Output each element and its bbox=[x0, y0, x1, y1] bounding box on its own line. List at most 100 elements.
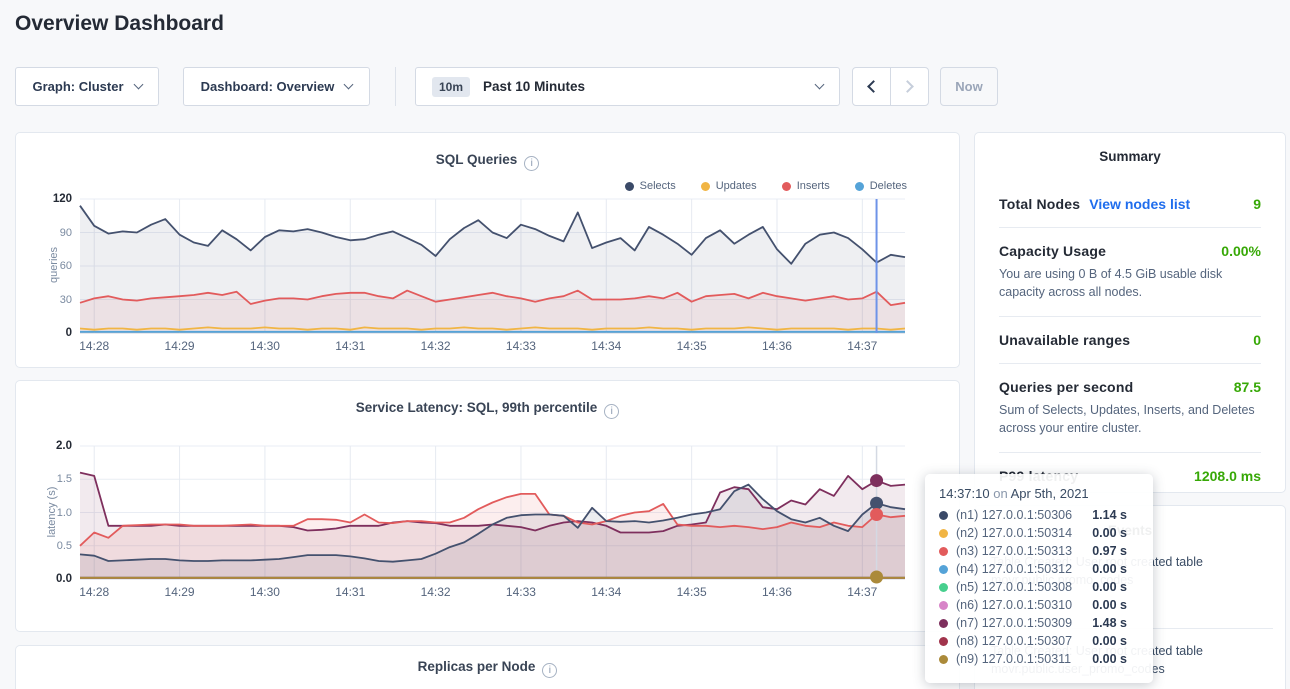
x-axis-tick: 14:30 bbox=[240, 585, 290, 599]
x-axis-tick: 14:30 bbox=[240, 339, 290, 353]
graph-dropdown[interactable]: Graph: Cluster bbox=[15, 67, 159, 106]
y-axis-tick: 60 bbox=[38, 260, 72, 272]
x-axis-tick: 14:29 bbox=[155, 339, 205, 353]
node-color-dot bbox=[939, 637, 948, 646]
y-axis-tick: 90 bbox=[38, 227, 72, 239]
chevron-down-icon bbox=[133, 80, 143, 90]
summary-card: Summary Total Nodes View nodes list 9 Capac… bbox=[974, 132, 1286, 493]
node-color-dot bbox=[939, 511, 948, 520]
tooltip-node-row: (n1) 127.0.0.1:50306 1.14 s bbox=[939, 506, 1139, 524]
summary-row-value: 9 bbox=[1253, 196, 1261, 212]
toolbar-divider bbox=[395, 67, 396, 106]
info-icon[interactable] bbox=[542, 663, 557, 678]
chevron-down-icon bbox=[815, 80, 825, 90]
legend-label: Selects bbox=[640, 180, 676, 192]
tooltip-node-name: (n5) 127.0.0.1:50308 bbox=[956, 580, 1072, 594]
x-axis-tick: 14:37 bbox=[837, 585, 887, 599]
now-button[interactable]: Now bbox=[940, 67, 998, 106]
chart-hover-tooltip: 14:37:10 on Apr 5th, 2021 (n1) 127.0.0.1… bbox=[925, 474, 1153, 683]
tooltip-node-row: (n9) 127.0.0.1:50311 0.00 s bbox=[939, 650, 1139, 668]
legend-item-deletes[interactable]: Deletes bbox=[855, 180, 907, 192]
time-range-chip: 10m bbox=[432, 77, 470, 97]
summary-row: Capacity Usage 0.00% bbox=[999, 228, 1261, 259]
y-axis-tick: 2.0 bbox=[38, 440, 72, 452]
tooltip-node-value: 0.00 s bbox=[1092, 562, 1139, 576]
time-nav-group bbox=[852, 67, 929, 106]
tooltip-node-row: (n5) 127.0.0.1:503080.00 s bbox=[939, 578, 1139, 596]
tooltip-node-name: (n1) 127.0.0.1:50306 bbox=[956, 508, 1072, 522]
page-title: Overview Dashboard bbox=[15, 12, 224, 36]
legend-item-inserts[interactable]: Inserts bbox=[782, 180, 830, 192]
tooltip-node-name: (n3) 127.0.0.1:50313 bbox=[956, 544, 1072, 558]
info-icon[interactable] bbox=[524, 156, 539, 171]
x-axis-tick: 14:31 bbox=[325, 339, 375, 353]
summary-row: Total Nodes View nodes list 9 bbox=[999, 181, 1261, 212]
view-nodes-list-link[interactable]: View nodes list bbox=[1089, 196, 1190, 212]
tooltip-node-row: (n3) 127.0.0.1:50313 0.97 s bbox=[939, 542, 1139, 560]
summary-row: Unavailable ranges0 bbox=[999, 317, 1261, 348]
tooltip-node-value: 0.00 s bbox=[1092, 634, 1139, 648]
tooltip-node-value: 1.48 s bbox=[1092, 616, 1139, 630]
overview-dashboard-page: Overview Dashboard Graph: Cluster Dashbo… bbox=[0, 0, 1290, 689]
legend-item-selects[interactable]: Selects bbox=[625, 180, 676, 192]
legend-label: Updates bbox=[716, 180, 757, 192]
chevron-right-icon bbox=[901, 80, 914, 93]
graph-dropdown-label: Graph: Cluster bbox=[32, 79, 123, 94]
x-axis-tick: 14:34 bbox=[581, 585, 631, 599]
y-axis-tick: 0.0 bbox=[38, 573, 72, 585]
tooltip-node-name: (n8) 127.0.0.1:50307 bbox=[956, 634, 1072, 648]
x-axis-tick: 14:33 bbox=[496, 339, 546, 353]
x-axis-tick: 14:29 bbox=[155, 585, 205, 599]
info-icon[interactable] bbox=[604, 404, 619, 419]
summary-row-description: Sum of Selects, Updates, Inserts, and De… bbox=[999, 401, 1261, 437]
x-axis-tick: 14:37 bbox=[837, 339, 887, 353]
summary-row-value: 0.00% bbox=[1221, 243, 1261, 259]
tooltip-node-row: (n8) 127.0.0.1:50307 0.00 s bbox=[939, 632, 1139, 650]
node-color-dot bbox=[939, 601, 948, 610]
dashboard-dropdown[interactable]: Dashboard: Overview bbox=[183, 67, 370, 106]
x-axis-tick: 14:36 bbox=[752, 339, 802, 353]
tooltip-node-row: (n2) 127.0.0.1:503140.00 s bbox=[939, 524, 1139, 542]
x-axis-tick: 14:35 bbox=[667, 585, 717, 599]
summary-row-value: 0 bbox=[1253, 332, 1261, 348]
y-axis-tick: 1.5 bbox=[38, 473, 72, 485]
tooltip-node-row: (n7) 127.0.0.1:503091.48 s bbox=[939, 614, 1139, 632]
sql-queries-chart[interactable] bbox=[80, 199, 905, 333]
x-axis-tick: 14:32 bbox=[411, 585, 461, 599]
summary-title: Summary bbox=[975, 149, 1285, 164]
summary-row-label: Capacity Usage bbox=[999, 243, 1106, 259]
y-axis-tick: 30 bbox=[38, 294, 72, 306]
time-range-dropdown[interactable]: 10m Past 10 Minutes bbox=[415, 67, 840, 106]
x-axis-tick: 14:33 bbox=[496, 585, 546, 599]
tooltip-rows: (n1) 127.0.0.1:50306 1.14 s (n2) 127.0.0.1… bbox=[939, 506, 1139, 668]
chevron-left-icon bbox=[867, 80, 880, 93]
x-axis-tick: 14:28 bbox=[69, 585, 119, 599]
x-axis-tick: 14:32 bbox=[411, 339, 461, 353]
legend-label: Deletes bbox=[870, 180, 907, 192]
summary-rows: Total Nodes View nodes list 9 Capacity Usag… bbox=[999, 181, 1261, 484]
latency-chart[interactable] bbox=[80, 446, 905, 579]
x-axis-tick: 14:34 bbox=[581, 339, 631, 353]
x-axis-tick: 14:28 bbox=[69, 339, 119, 353]
tooltip-node-value: 0.97 s bbox=[1092, 544, 1139, 558]
legend-dot bbox=[701, 182, 710, 191]
tooltip-node-value: 0.00 s bbox=[1092, 598, 1139, 612]
tooltip-node-value: 1.14 s bbox=[1092, 508, 1139, 522]
time-forward-button[interactable] bbox=[890, 68, 928, 105]
time-range-label: Past 10 Minutes bbox=[483, 79, 585, 94]
node-color-dot bbox=[939, 619, 948, 628]
time-back-button[interactable] bbox=[853, 68, 890, 105]
sql-queries-title: SQL Queries bbox=[16, 152, 959, 171]
x-axis-tick: 14:36 bbox=[752, 585, 802, 599]
tooltip-node-name: (n6) 127.0.0.1:50310 bbox=[956, 598, 1072, 612]
dashboard-dropdown-label: Dashboard: Overview bbox=[201, 79, 335, 94]
summary-row-description: You are using 0 B of 4.5 GiB usable disk… bbox=[999, 265, 1261, 301]
legend-item-updates[interactable]: Updates bbox=[701, 180, 757, 192]
replicas-card: Replicas per Node bbox=[15, 645, 960, 689]
tooltip-node-row: (n6) 127.0.0.1:50310 0.00 s bbox=[939, 596, 1139, 614]
tooltip-node-value: 0.00 s bbox=[1092, 652, 1139, 666]
node-color-dot bbox=[939, 565, 948, 574]
node-color-dot bbox=[939, 547, 948, 556]
summary-row-label: Total Nodes bbox=[999, 196, 1080, 212]
tooltip-node-name: (n9) 127.0.0.1:50311 bbox=[956, 652, 1071, 666]
